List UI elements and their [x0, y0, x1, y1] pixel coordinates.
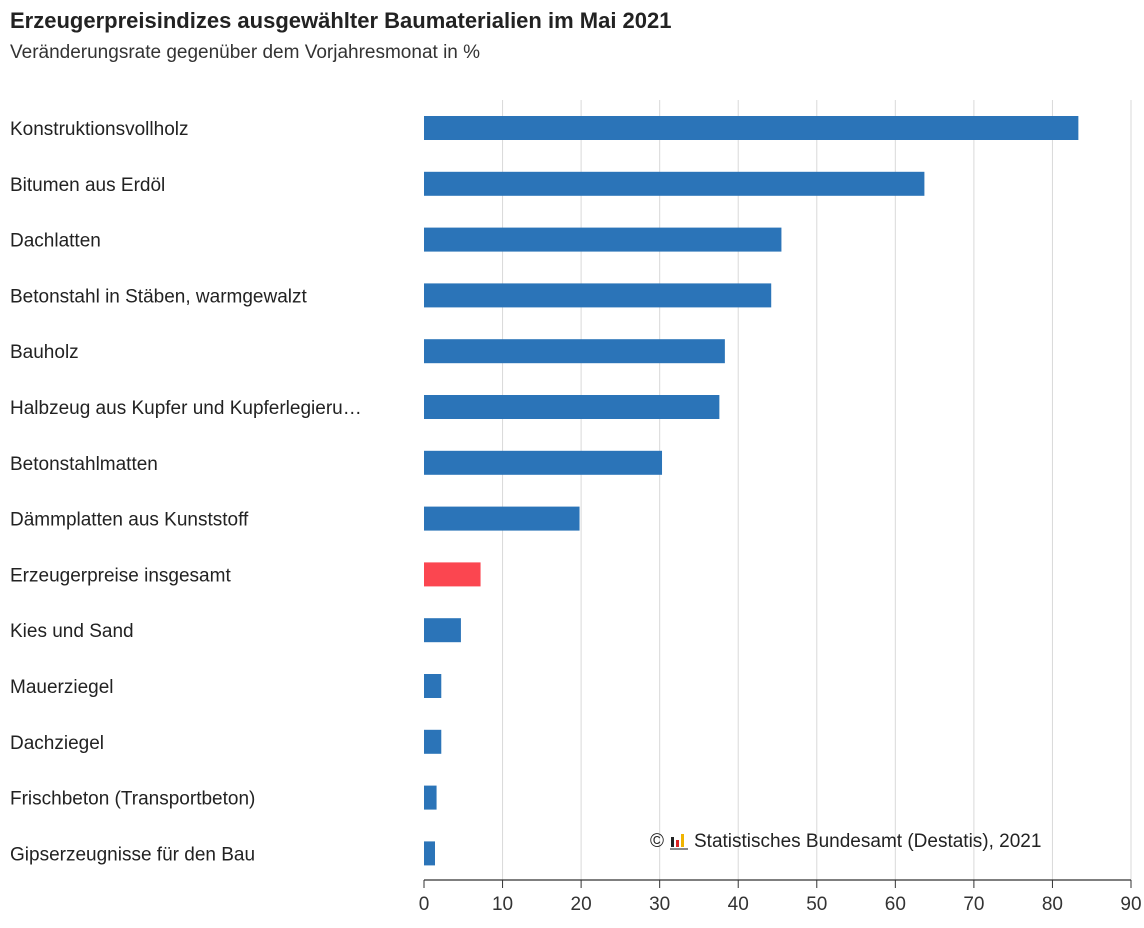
x-tick-label: 50: [806, 894, 827, 915]
x-tick-label: 10: [492, 894, 513, 915]
category-label: Bauholz: [10, 342, 79, 363]
category-label: Mauerziegel: [10, 677, 114, 698]
bar-5: [424, 395, 720, 419]
category-labels: Konstruktionsvollholz Bitumen aus Erdöl Da…: [10, 119, 362, 865]
bar-3: [424, 283, 772, 308]
category-label: Frischbeton (Transportbeton): [10, 789, 255, 810]
chart-subtitle: Veränderungsrate gegenüber dem Vorjahres…: [10, 42, 481, 63]
category-label: Gipserzeugnisse für den Bau: [10, 844, 255, 865]
copyright-symbol: ©: [650, 831, 664, 852]
bar-11: [424, 729, 442, 754]
bar-10: [424, 674, 442, 698]
x-tick-label: 80: [1042, 894, 1063, 915]
category-label: Dämmplatten aus Kunststoff: [10, 510, 249, 531]
bar-6: [424, 450, 663, 475]
x-axis: 0 10 20 30 40 50 60 70 80 90: [419, 879, 1142, 915]
category-label: Halbzeug aus Kupfer und Kupferlegieru…: [10, 398, 362, 419]
destatis-logo-icon: [670, 834, 688, 850]
x-tick-label: 70: [963, 894, 984, 915]
category-label: Dachziegel: [10, 733, 104, 754]
source-text: Statistisches Bundesamt (Destatis), 2021: [694, 831, 1042, 852]
x-tick-label: 0: [419, 894, 430, 915]
x-tick-label: 40: [728, 894, 749, 915]
bar-8: [424, 562, 481, 587]
x-tick-label: 60: [885, 894, 906, 915]
bars: [424, 116, 1079, 866]
category-label: Betonstahl in Stäben, warmgewalzt: [10, 286, 307, 307]
x-tick-label: 90: [1120, 894, 1141, 915]
category-label: Kies und Sand: [10, 621, 134, 642]
category-label: Bitumen aus Erdöl: [10, 175, 165, 196]
category-label: Konstruktionsvollholz: [10, 119, 188, 140]
gridlines: [502, 100, 1132, 880]
bar-1: [424, 171, 925, 196]
bar-12: [424, 785, 437, 810]
chart-title: Erzeugerpreisindizes ausgewählter Baumat…: [10, 8, 672, 33]
x-tick-label: 20: [571, 894, 592, 915]
source-credit: © Statistisches Bundesamt (Destatis), 20…: [650, 831, 1041, 853]
category-label: Betonstahlmatten: [10, 454, 158, 475]
bar-2: [424, 227, 782, 252]
bar-4: [424, 339, 725, 364]
x-tick-label: 30: [649, 894, 670, 915]
bar-13: [424, 841, 435, 866]
bar-7: [424, 506, 580, 531]
category-label: Erzeugerpreise insgesamt: [10, 565, 231, 586]
bar-0: [424, 116, 1079, 140]
bar-9: [424, 618, 461, 643]
category-label: Dachlatten: [10, 231, 101, 252]
